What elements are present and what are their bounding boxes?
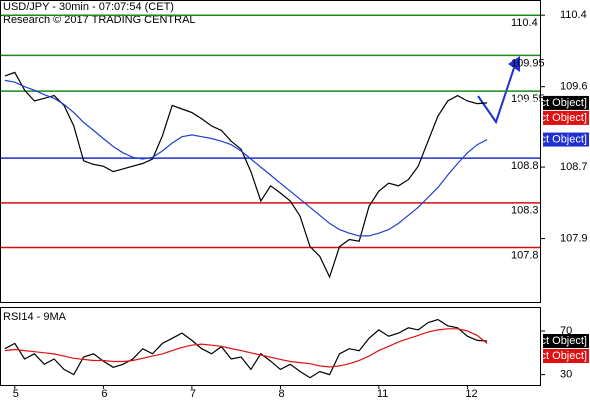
series-line	[4, 328, 488, 368]
chart-title: USD/JPY - 30min - 07:07:54 (CET)	[3, 1, 174, 13]
value-tag-label: [object Object]	[517, 335, 587, 347]
series-line	[4, 79, 488, 237]
y-tick-label: 110.4	[560, 9, 587, 21]
x-tick-label: 12	[465, 388, 477, 400]
level-label: 107.8	[511, 249, 539, 261]
y-tick-label: 108.7	[560, 161, 588, 173]
level-label: 109.95	[511, 57, 545, 69]
x-tick-label: 7	[190, 388, 196, 400]
projection-arrow	[477, 67, 515, 125]
y-tick-label: 70	[560, 325, 572, 337]
level-label: 110.4	[511, 17, 538, 29]
value-tag-label: [object Object]	[517, 97, 587, 109]
price-frame	[0, 0, 541, 303]
x-tick-label: 8	[278, 388, 284, 400]
y-tick-label: 107.9	[560, 232, 588, 244]
x-tick-label: 6	[101, 388, 107, 400]
chart-subtitle: Research © 2017 TRADING CENTRAL	[3, 14, 196, 26]
value-tag-label: [object Object]	[517, 112, 587, 124]
rsi-frame	[0, 307, 541, 386]
y-tick-label: 109.6	[560, 81, 588, 93]
value-tag-label: [object Object]	[517, 133, 587, 145]
value-tag	[543, 110, 589, 125]
series-line	[4, 318, 488, 379]
y-tick-label: 30	[560, 369, 572, 381]
value-tag	[543, 95, 589, 110]
level-label: 108.8	[511, 160, 539, 172]
level-label: 108.3	[511, 205, 539, 217]
value-tag-label: [object Object]	[517, 350, 587, 362]
value-tag	[543, 349, 589, 364]
value-tag	[543, 132, 589, 147]
rsi-title: RSI14 - 9MA	[3, 311, 67, 323]
x-tick-label: 5	[13, 388, 19, 400]
arrow-head	[508, 56, 520, 72]
value-tag	[543, 334, 589, 349]
level-label: 109.55	[511, 93, 545, 105]
x-tick-label: 11	[377, 388, 388, 400]
series-line	[4, 71, 488, 279]
